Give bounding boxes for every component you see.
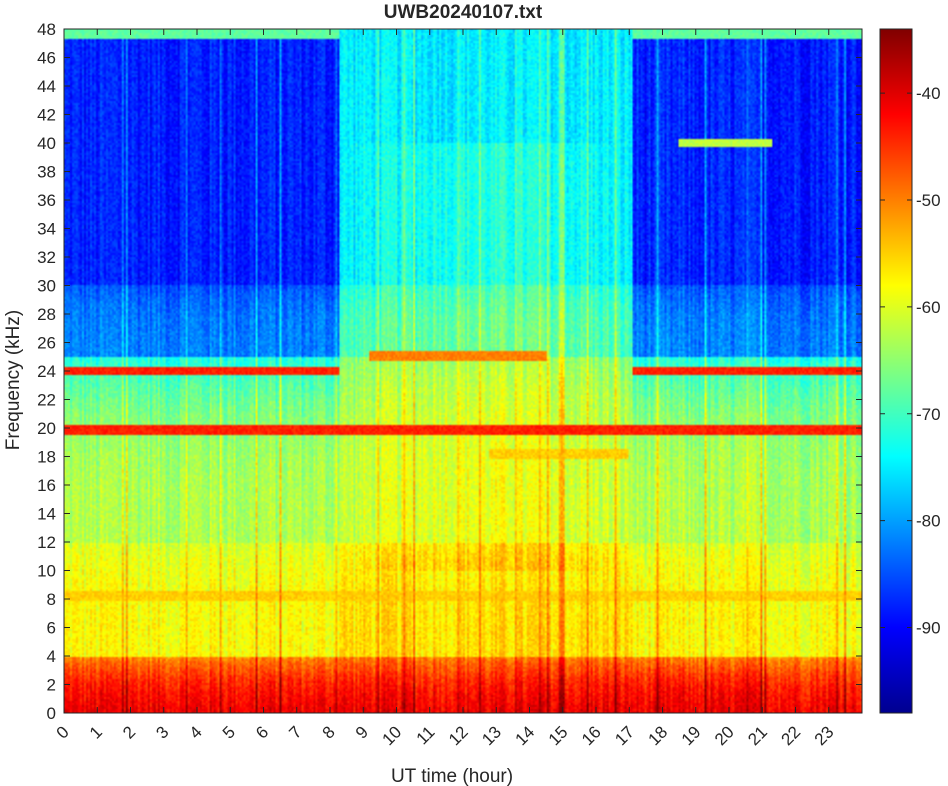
x-tick-label: 0 [53,722,73,742]
x-tick-label: 3 [152,722,172,742]
y-tick-label: 0 [47,704,56,723]
x-tick-label: 13 [478,722,505,749]
x-tick-label: 8 [319,722,339,742]
x-tick-label: 22 [778,722,805,749]
x-tick-label: 11 [413,722,439,748]
colorbar-tick-label: -70 [916,405,941,424]
y-axis: 0246810121416182022242628303234363840424… [37,20,862,723]
x-tick-label: 1 [86,722,106,742]
x-tick-label: 10 [379,722,406,749]
x-tick-label: 2 [119,722,139,742]
colorbar-tick-label: -80 [916,512,941,531]
x-tick-label: 15 [545,722,572,749]
x-tick-label: 12 [445,722,472,749]
colorbar-tick-label: -50 [916,191,941,210]
y-tick-label: 16 [37,476,56,495]
x-tick-label: 7 [285,722,305,742]
y-tick-label: 30 [37,277,56,296]
y-tick-label: 14 [37,505,56,524]
colorbar-tick-label: -40 [916,84,941,103]
y-tick-label: 36 [37,191,56,210]
x-tick-label: 9 [352,722,372,742]
x-tick-label: 18 [645,722,672,749]
colorbar-axis: -40 -50 -60 -70 -80 -90 [880,84,941,638]
y-tick-label: 32 [37,248,56,267]
y-tick-label: 34 [37,220,56,239]
x-tick-label: 23 [811,722,838,749]
x-tick-label: 20 [711,722,738,749]
x-axis-label: UT time (hour) [391,766,513,786]
x-tick-label: 17 [611,722,638,749]
colorbar [879,28,913,714]
x-tick-label: 6 [252,722,272,742]
colorbar-tick-label: -60 [916,298,941,317]
y-tick-label: 40 [37,134,56,153]
x-tick-label: 5 [219,722,239,742]
y-tick-label: 44 [37,77,56,96]
y-tick-label: 12 [37,533,56,552]
y-tick-label: 4 [47,647,56,666]
y-tick-label: 24 [37,362,56,381]
y-tick-label: 20 [37,419,56,438]
x-tick-label: 19 [678,722,705,749]
y-axis-label: Frequency (kHz) [3,310,24,450]
y-tick-label: 6 [47,619,56,638]
y-tick-label: 46 [37,49,56,68]
x-tick-label: 14 [512,722,539,749]
y-tick-label: 48 [37,20,56,39]
x-tick-label: 21 [744,722,771,749]
y-tick-label: 38 [37,163,56,182]
colorbar-tick-label: -90 [916,619,941,638]
chart-title: UWB20240107.txt [384,2,543,23]
y-tick-label: 2 [47,676,56,695]
y-tick-label: 8 [47,590,56,609]
y-tick-label: 10 [37,562,56,581]
y-tick-label: 22 [37,391,56,410]
y-tick-label: 26 [37,334,56,353]
x-tick-label: 4 [186,722,206,742]
x-tick-label: 16 [578,722,605,749]
y-tick-label: 42 [37,106,56,125]
y-tick-label: 28 [37,305,56,324]
spectrogram-heatmap [64,29,862,713]
y-tick-label: 18 [37,448,56,467]
